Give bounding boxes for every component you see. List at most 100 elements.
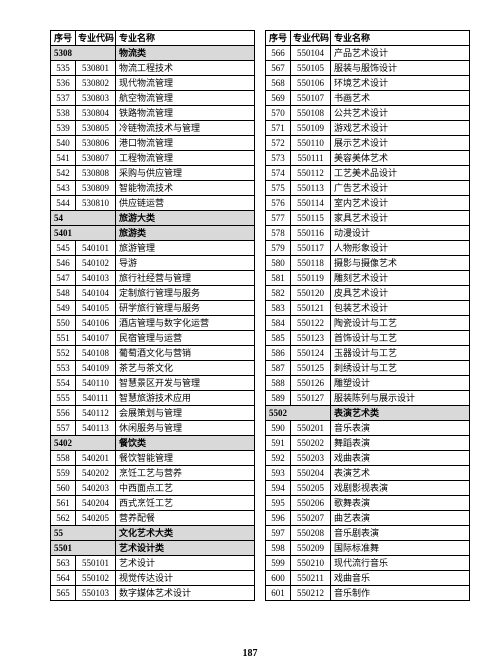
cell-code: 540201 xyxy=(76,451,116,466)
cell-name: 供应链运营 xyxy=(116,196,255,211)
table-row: 564550102视觉传达设计 xyxy=(51,571,255,586)
cell-name: 茶艺与茶文化 xyxy=(116,361,255,376)
table-row: 557540113休闲服务与管理 xyxy=(51,421,255,436)
table-row: 574550112工艺美术品设计 xyxy=(266,166,470,181)
category-row: 55文化艺术大类 xyxy=(51,526,255,541)
category-code: 5502 xyxy=(266,406,331,421)
cell-name: 包装艺术设计 xyxy=(331,301,470,316)
table-row: 584550122陶瓷设计与工艺 xyxy=(266,316,470,331)
cell-code: 550101 xyxy=(76,556,116,571)
cell-code: 550105 xyxy=(291,61,331,76)
table-row: 570550108公共艺术设计 xyxy=(266,106,470,121)
cell-name: 铁路物流管理 xyxy=(116,106,255,121)
cell-seq: 595 xyxy=(266,496,291,511)
cell-name: 展示艺术设计 xyxy=(331,136,470,151)
table-row: 537530803航空物流管理 xyxy=(51,91,255,106)
table-row: 593550204表演艺术 xyxy=(266,466,470,481)
cell-code: 530804 xyxy=(76,106,116,121)
cell-code: 540107 xyxy=(76,331,116,346)
cell-seq: 574 xyxy=(266,166,291,181)
table-row: 548540104定制旅行管理与服务 xyxy=(51,286,255,301)
table-row: 552540108葡萄酒文化与营销 xyxy=(51,346,255,361)
table-row: 587550125刺绣设计与工艺 xyxy=(266,361,470,376)
cell-seq: 538 xyxy=(51,106,76,121)
cell-name: 室内艺术设计 xyxy=(331,196,470,211)
cell-name: 现代物流管理 xyxy=(116,76,255,91)
cell-code: 550119 xyxy=(291,271,331,286)
cell-name: 航空物流管理 xyxy=(116,91,255,106)
table-row: 599550210现代流行音乐 xyxy=(266,556,470,571)
category-row: 5308物流类 xyxy=(51,46,255,61)
cell-name: 美容美体艺术 xyxy=(331,151,470,166)
cell-seq: 563 xyxy=(51,556,76,571)
cell-name: 书画艺术 xyxy=(331,91,470,106)
category-name: 餐饮类 xyxy=(116,436,255,451)
cell-seq: 591 xyxy=(266,436,291,451)
table-row: 586550124玉器设计与工艺 xyxy=(266,346,470,361)
table-row: 595550206歌舞表演 xyxy=(266,496,470,511)
cell-code: 550115 xyxy=(291,211,331,226)
right-table: 序号 专业代码 专业名称 566550104产品艺术设计567550105服装与… xyxy=(265,30,470,601)
category-code: 55 xyxy=(51,526,116,541)
cell-seq: 588 xyxy=(266,376,291,391)
table-row: 551540107民宿管理与运营 xyxy=(51,331,255,346)
cell-name: 音乐剧表演 xyxy=(331,526,470,541)
cell-code: 550120 xyxy=(291,286,331,301)
cell-name: 人物形象设计 xyxy=(331,241,470,256)
table-row: 559540202烹饪工艺与营养 xyxy=(51,466,255,481)
category-name: 表演艺术类 xyxy=(331,406,470,421)
cell-seq: 537 xyxy=(51,91,76,106)
cell-seq: 540 xyxy=(51,136,76,151)
cell-code: 550109 xyxy=(291,121,331,136)
table-row: 594550205戏剧影视表演 xyxy=(266,481,470,496)
cell-seq: 594 xyxy=(266,481,291,496)
table-row: 549540105研学旅行管理与服务 xyxy=(51,301,255,316)
table-row: 545540101旅游管理 xyxy=(51,241,255,256)
table-row: 562540205营养配餐 xyxy=(51,511,255,526)
cell-code: 530807 xyxy=(76,151,116,166)
cell-code: 530809 xyxy=(76,181,116,196)
cell-name: 研学旅行管理与服务 xyxy=(116,301,255,316)
cell-seq: 535 xyxy=(51,61,76,76)
table-row: 590550201音乐表演 xyxy=(266,421,470,436)
cell-seq: 579 xyxy=(266,241,291,256)
table-row: 583550121包装艺术设计 xyxy=(266,301,470,316)
cell-name: 会展策划与管理 xyxy=(116,406,255,421)
cell-code: 550114 xyxy=(291,196,331,211)
cell-seq: 568 xyxy=(266,76,291,91)
cell-name: 中西面点工艺 xyxy=(116,481,255,496)
cell-seq: 562 xyxy=(51,511,76,526)
table-row: 547540103旅行社经营与管理 xyxy=(51,271,255,286)
left-column: 序号 专业代码 专业名称 5308物流类535530801物流工程技术53653… xyxy=(50,30,255,601)
cell-seq: 586 xyxy=(266,346,291,361)
category-name: 物流类 xyxy=(116,46,255,61)
cell-code: 540104 xyxy=(76,286,116,301)
cell-code: 540205 xyxy=(76,511,116,526)
cell-seq: 584 xyxy=(266,316,291,331)
cell-seq: 581 xyxy=(266,271,291,286)
cell-name: 游戏艺术设计 xyxy=(331,121,470,136)
cell-name: 智慧景区开发与管理 xyxy=(116,376,255,391)
cell-name: 国际标准舞 xyxy=(331,541,470,556)
cell-code: 530802 xyxy=(76,76,116,91)
cell-seq: 550 xyxy=(51,316,76,331)
table-row: 576550114室内艺术设计 xyxy=(266,196,470,211)
cell-name: 休闲服务与管理 xyxy=(116,421,255,436)
table-row: 555540111智慧旅游技术应用 xyxy=(51,391,255,406)
cell-name: 舞蹈表演 xyxy=(331,436,470,451)
header-name: 专业名称 xyxy=(331,31,470,46)
cell-name: 雕刻艺术设计 xyxy=(331,271,470,286)
cell-name: 民宿管理与运营 xyxy=(116,331,255,346)
cell-seq: 545 xyxy=(51,241,76,256)
cell-name: 戏剧影视表演 xyxy=(331,481,470,496)
table-row: 601550212音乐制作 xyxy=(266,586,470,601)
cell-name: 音乐表演 xyxy=(331,421,470,436)
cell-code: 550126 xyxy=(291,376,331,391)
cell-name: 定制旅行管理与服务 xyxy=(116,286,255,301)
cell-code: 550203 xyxy=(291,451,331,466)
header-seq: 序号 xyxy=(266,31,291,46)
cell-seq: 543 xyxy=(51,181,76,196)
cell-name: 曲艺表演 xyxy=(331,511,470,526)
cell-code: 550113 xyxy=(291,181,331,196)
category-name: 文化艺术大类 xyxy=(116,526,255,541)
